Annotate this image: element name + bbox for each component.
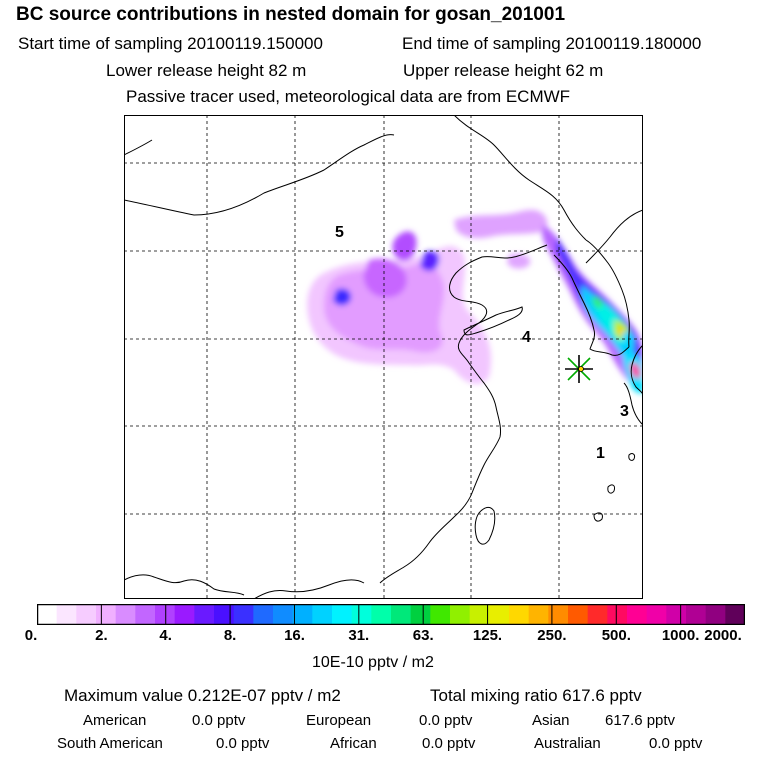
- colorbar-swatch: [410, 604, 431, 625]
- region-label-3: 3: [620, 403, 629, 420]
- colorbar-swatch: [155, 604, 176, 625]
- region-value-south-american: 0.0 pptv: [216, 735, 270, 752]
- receptor-star-icon: [565, 355, 593, 383]
- colorbar-swatch: [214, 604, 235, 625]
- colorbar-swatch: [273, 604, 294, 625]
- colorbar-tick-label: 1000.: [661, 627, 700, 644]
- colorbar-swatch: [194, 604, 215, 625]
- colorbar-border: [37, 604, 745, 625]
- region-label-5: 5: [335, 224, 344, 241]
- colorbar-tick-label: 8.: [223, 627, 237, 644]
- region-value-asian: 617.6 pptv: [605, 712, 676, 729]
- colorbar-swatch: [450, 604, 471, 625]
- colorbar-tick-label: 31.: [348, 627, 370, 644]
- colorbar-swatch: [528, 604, 549, 625]
- region-value-australian: 0.0 pptv: [649, 735, 703, 752]
- region-value-american: 0.0 pptv: [192, 712, 246, 729]
- colorbar-swatch: [469, 604, 490, 625]
- colorbar-swatch: [705, 604, 726, 625]
- plot-title: BC source contributions in nested domain…: [16, 4, 566, 25]
- colorbar-swatch: [725, 604, 745, 625]
- coastlines: [124, 115, 643, 599]
- colorbar-swatch: [666, 604, 687, 625]
- colorbar-tick-label: 0.: [24, 627, 38, 644]
- tracer-note: Passive tracer used, meteorological data…: [126, 87, 571, 106]
- colorbar-tick-label: 4.: [159, 627, 172, 644]
- region-name-american: American: [83, 712, 147, 729]
- colorbar-swatch: [686, 604, 707, 625]
- region-label-4: 4: [522, 329, 531, 346]
- colorbar-swatch: [627, 604, 648, 625]
- colorbar-swatch: [174, 604, 195, 625]
- map-panel: 5 4 3 1: [124, 115, 643, 599]
- colorbar-swatch: [509, 604, 530, 625]
- colorbar-swatch: [351, 604, 372, 625]
- colorbar-swatch: [253, 604, 274, 625]
- region-label-1: 1: [596, 445, 605, 462]
- colorbar-swatch: [135, 604, 156, 625]
- colorbar-tick-label: 500.: [601, 627, 631, 644]
- colorbar-swatch: [233, 604, 254, 625]
- colorbar-tick-label: 125.: [472, 627, 503, 644]
- colorbar-swatch: [371, 604, 392, 625]
- colorbar-swatch: [587, 604, 608, 625]
- colorbar-swatch: [430, 604, 451, 625]
- colorbar-unit-label: 10E-10 pptv / m2: [312, 654, 434, 671]
- region-value-african: 0.0 pptv: [422, 735, 476, 752]
- colorbar-tick-label: 63.: [412, 627, 434, 644]
- lower-release-height: Lower release height 82 m: [106, 61, 307, 80]
- colorbar-swatch: [56, 604, 77, 625]
- colorbar-swatch: [548, 604, 569, 625]
- colorbar-swatch: [96, 604, 117, 625]
- colorbar-tick-label: 250.: [537, 627, 567, 644]
- concentration-plume: [307, 209, 643, 394]
- start-time-label: Start time of sampling 20100119.150000: [18, 34, 323, 53]
- colorbar-swatch: [312, 604, 333, 625]
- colorbar-swatch: [332, 604, 353, 625]
- colorbar-swatch: [489, 604, 510, 625]
- region-name-south-american: South American: [57, 735, 163, 752]
- colorbar-tick-label: 16.: [284, 627, 305, 644]
- total-mixing-ratio: Total mixing ratio 617.6 pptv: [430, 686, 642, 705]
- region-value-european: 0.0 pptv: [419, 712, 473, 729]
- colorbar-swatch: [646, 604, 667, 625]
- upper-release-height: Upper release height 62 m: [403, 61, 604, 80]
- colorbar-tick-label: 2000.: [704, 627, 742, 644]
- colorbar-tick-label: 2.: [95, 627, 108, 644]
- colorbar-swatch: [37, 604, 58, 625]
- graticule: [124, 115, 643, 599]
- colorbar-swatch: [115, 604, 136, 625]
- maximum-value: Maximum value 0.212E-07 pptv / m2: [64, 686, 341, 705]
- colorbar-swatch: [607, 604, 628, 625]
- colorbar-swatch: [76, 604, 97, 625]
- end-time-label: End time of sampling 20100119.180000: [402, 34, 702, 53]
- colorbar-swatch: [292, 604, 313, 625]
- region-name-european: European: [306, 712, 372, 729]
- region-name-african: African: [330, 735, 377, 752]
- colorbar-swatch: [568, 604, 589, 625]
- colorbar-swatch: [391, 604, 412, 625]
- region-name-australian: Australian: [534, 735, 601, 752]
- region-name-asian: Asian: [532, 712, 570, 729]
- colorbar: [37, 604, 745, 625]
